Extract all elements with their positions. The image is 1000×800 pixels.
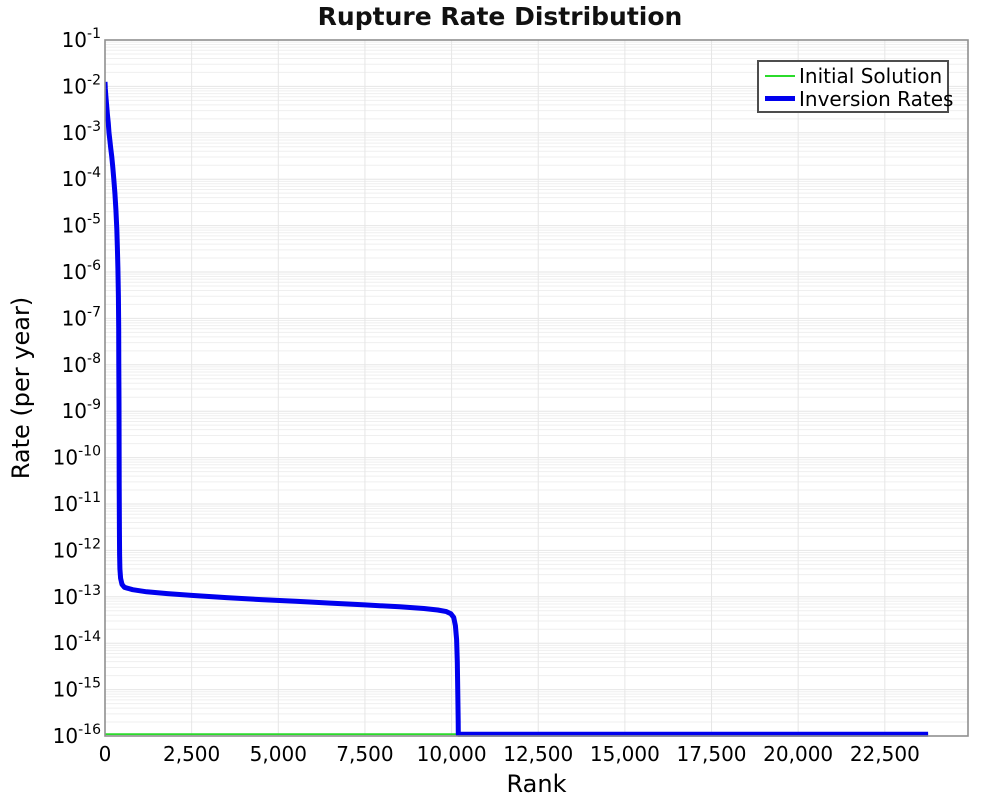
y-tick-label: 10-10: [53, 444, 101, 470]
x-tick-label: 12,500: [503, 742, 573, 766]
x-tick-label: 10,000: [417, 742, 487, 766]
x-tick-label: 22,500: [850, 742, 920, 766]
x-tick-label: 7,500: [336, 742, 393, 766]
y-tick-label: 10-11: [53, 490, 101, 516]
legend-label-inversion-rates: Inversion Rates: [799, 86, 954, 111]
y-tick-label: 10-12: [53, 536, 101, 562]
y-tick-label: 10-8: [62, 351, 101, 377]
y-tick-label: 10-3: [62, 119, 101, 145]
y-tick-label: 10-6: [62, 258, 102, 284]
y-tick-label: 10-2: [62, 72, 101, 98]
legend-line-sample-initial-solution: [765, 74, 795, 77]
y-tick-label: 10-4: [62, 165, 102, 191]
y-tick-label: 10-14: [53, 629, 101, 655]
y-tick-label: 10-5: [62, 212, 101, 238]
x-tick-label: 0: [99, 742, 112, 766]
series-line-inversion-rates: [105, 81, 929, 737]
y-tick-label: 10-15: [53, 676, 101, 702]
x-tick-label: 17,500: [677, 742, 747, 766]
legend-item-initial-solution: Initial Solution: [765, 63, 943, 88]
x-axis-label: Rank: [506, 770, 567, 798]
x-tick-label: 2,500: [163, 742, 220, 766]
legend-item-inversion-rates: Inversion Rates: [765, 87, 953, 111]
legend-line-sample-inversion-rates: [765, 96, 795, 101]
plot-frame: [104, 39, 969, 737]
x-tick-label: 15,000: [590, 742, 660, 766]
y-tick-label: 10-7: [62, 304, 101, 330]
x-tick-label: 20,000: [763, 742, 833, 766]
legend: Initial Solution Inversion Rates: [757, 60, 953, 113]
legend-label-initial-solution: Initial Solution: [799, 63, 943, 88]
y-tick-label: 10-16: [53, 722, 101, 748]
y-tick-label: 10-9: [62, 397, 101, 423]
y-tick-label: 10-1: [62, 26, 101, 52]
chart-title: Rupture Rate Distribution: [317, 2, 683, 31]
y-tick-label: 10-13: [53, 583, 101, 609]
x-tick-label: 5,000: [250, 742, 307, 766]
